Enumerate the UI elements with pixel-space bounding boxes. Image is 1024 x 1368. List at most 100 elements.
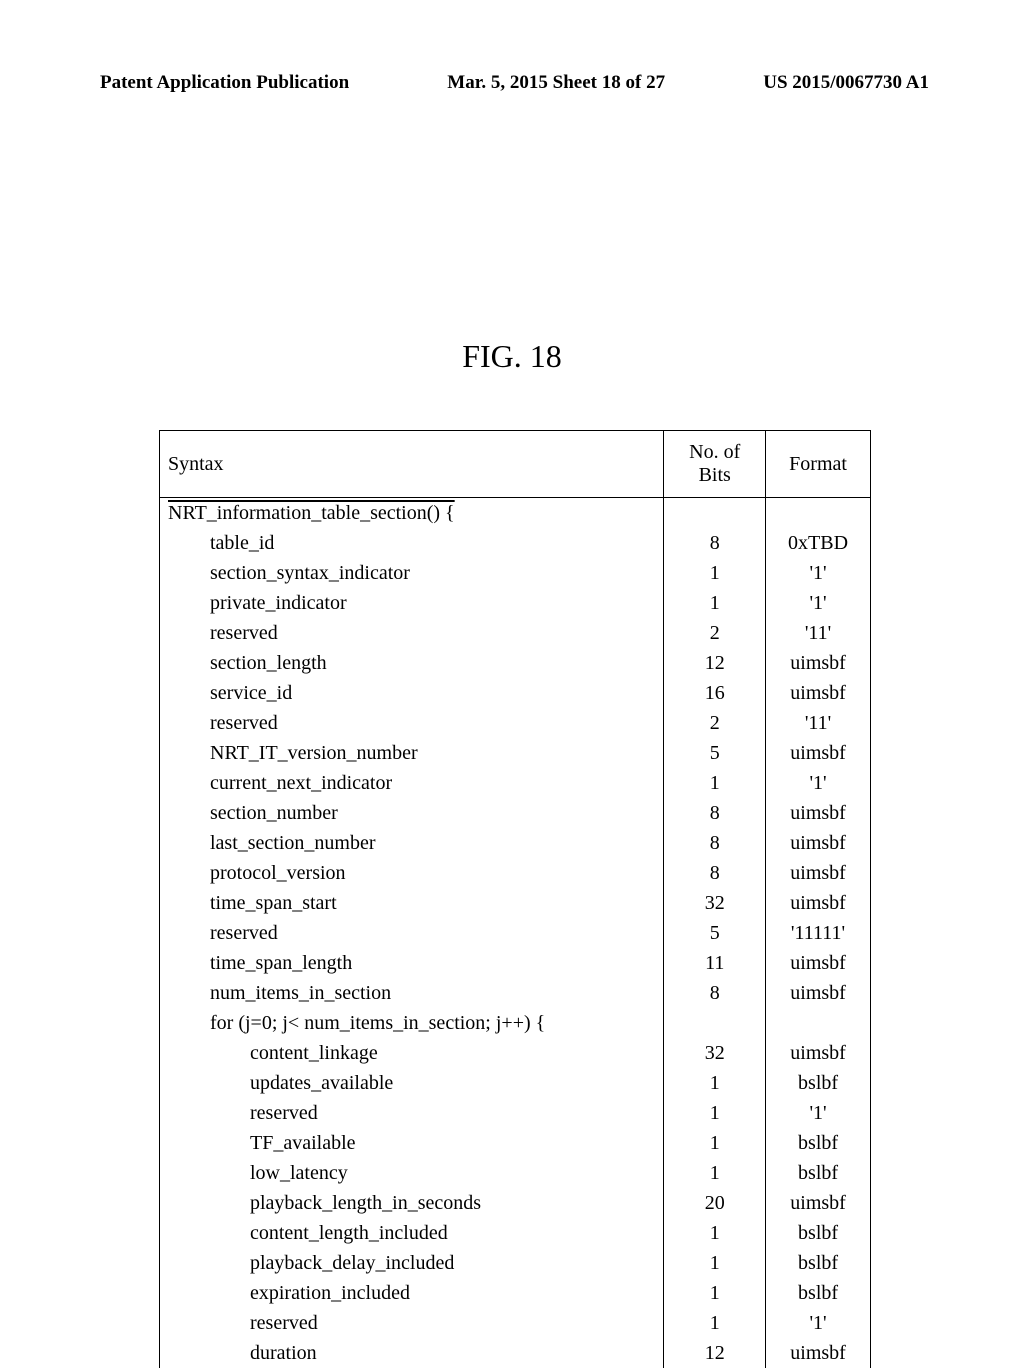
cell-bits: 8 [664, 528, 766, 558]
table-row: TF_available1bslbf [160, 1128, 871, 1158]
cell-bits: 1 [664, 1218, 766, 1248]
cell-syntax: protocol_version [160, 858, 664, 888]
cell-format: uimsbf [766, 858, 871, 888]
table-row: section_length12uimsbf [160, 648, 871, 678]
table-body: NRT_information_table_section() {table_i… [160, 498, 871, 1368]
cell-syntax: updates_available [160, 1068, 664, 1098]
cell-syntax: for (j=0; j< num_items_in_section; j++) … [160, 1008, 664, 1038]
table-row: content_linkage32uimsbf [160, 1038, 871, 1068]
cell-syntax: content_linkage [160, 1038, 664, 1068]
cell-format: uimsbf [766, 1338, 871, 1368]
cell-format: uimsbf [766, 1188, 871, 1218]
table-row: playback_length_in_seconds20uimsbf [160, 1188, 871, 1218]
figure-label: FIG. 18 [0, 338, 1024, 375]
table-header-row: Syntax No. of Bits Format [160, 431, 871, 498]
cell-format: uimsbf [766, 828, 871, 858]
header-format: Format [766, 431, 871, 498]
table-row: private_indicator1'1' [160, 588, 871, 618]
table-row: duration12uimsbf [160, 1338, 871, 1368]
cell-syntax: low_latency [160, 1158, 664, 1188]
cell-bits: 12 [664, 648, 766, 678]
cell-syntax: current_next_indicator [160, 768, 664, 798]
cell-syntax: NRT_IT_version_number [160, 738, 664, 768]
table-row: updates_available1bslbf [160, 1068, 871, 1098]
cell-format [766, 1008, 871, 1038]
cell-format [766, 498, 871, 529]
cell-format: bslbf [766, 1218, 871, 1248]
cell-format: uimsbf [766, 888, 871, 918]
page-header: Patent Application Publication Mar. 5, 2… [0, 72, 1024, 94]
cell-syntax: last_section_number [160, 828, 664, 858]
cell-syntax: expiration_included [160, 1278, 664, 1308]
cell-bits: 1 [664, 1158, 766, 1188]
table-row: reserved2'11' [160, 618, 871, 648]
table-row: playback_delay_included1bslbf [160, 1248, 871, 1278]
cell-format: uimsbf [766, 798, 871, 828]
cell-syntax: duration [160, 1338, 664, 1368]
cell-bits: 11 [664, 948, 766, 978]
cell-format: '1' [766, 768, 871, 798]
cell-syntax: num_items_in_section [160, 978, 664, 1008]
header-left: Patent Application Publication [100, 72, 349, 94]
cell-bits: 2 [664, 708, 766, 738]
cell-format: '11' [766, 618, 871, 648]
cell-syntax: reserved [160, 1308, 664, 1338]
table-row: protocol_version8uimsbf [160, 858, 871, 888]
cell-syntax: TF_available [160, 1128, 664, 1158]
cell-format: uimsbf [766, 738, 871, 768]
table-row: reserved1'1' [160, 1098, 871, 1128]
cell-format: '1' [766, 558, 871, 588]
cell-format: uimsbf [766, 648, 871, 678]
table-row: expiration_included1bslbf [160, 1278, 871, 1308]
cell-syntax: table_id [160, 528, 664, 558]
cell-bits: 8 [664, 798, 766, 828]
cell-bits: 16 [664, 678, 766, 708]
cell-syntax: time_span_length [160, 948, 664, 978]
cell-format: uimsbf [766, 678, 871, 708]
cell-format: uimsbf [766, 978, 871, 1008]
cell-bits: 1 [664, 768, 766, 798]
table-row: section_syntax_indicator1'1' [160, 558, 871, 588]
table-row: service_id16uimsbf [160, 678, 871, 708]
cell-syntax: reserved [160, 618, 664, 648]
cell-syntax: section_syntax_indicator [160, 558, 664, 588]
header-bits: No. of Bits [664, 431, 766, 498]
table-row: reserved1'1' [160, 1308, 871, 1338]
cell-syntax: NRT_information_table_section() { [160, 498, 664, 529]
cell-format: bslbf [766, 1128, 871, 1158]
cell-bits [664, 1008, 766, 1038]
header-right: US 2015/0067730 A1 [763, 72, 929, 94]
table-row: reserved2'11' [160, 708, 871, 738]
cell-syntax: service_id [160, 678, 664, 708]
table-row: low_latency1bslbf [160, 1158, 871, 1188]
cell-syntax: reserved [160, 1098, 664, 1128]
cell-format: 0xTBD [766, 528, 871, 558]
syntax-table: Syntax No. of Bits Format NRT_informatio… [159, 430, 871, 1368]
cell-syntax: reserved [160, 708, 664, 738]
cell-format: '1' [766, 1098, 871, 1128]
cell-bits: 8 [664, 978, 766, 1008]
cell-bits: 1 [664, 1068, 766, 1098]
table-row: last_section_number8uimsbf [160, 828, 871, 858]
cell-format: uimsbf [766, 948, 871, 978]
cell-syntax: content_length_included [160, 1218, 664, 1248]
cell-bits: 1 [664, 1248, 766, 1278]
cell-bits: 1 [664, 1128, 766, 1158]
table-row: NRT_information_table_section() { [160, 498, 871, 529]
cell-syntax: time_span_start [160, 888, 664, 918]
cell-bits: 8 [664, 858, 766, 888]
cell-bits: 2 [664, 618, 766, 648]
table-row: NRT_IT_version_number5uimsbf [160, 738, 871, 768]
cell-format: bslbf [766, 1068, 871, 1098]
cell-format: '1' [766, 1308, 871, 1338]
cell-format: '11' [766, 708, 871, 738]
cell-syntax: playback_length_in_seconds [160, 1188, 664, 1218]
cell-bits: 1 [664, 588, 766, 618]
table-row: content_length_included1bslbf [160, 1218, 871, 1248]
cell-syntax: section_number [160, 798, 664, 828]
cell-syntax: playback_delay_included [160, 1248, 664, 1278]
table-row: for (j=0; j< num_items_in_section; j++) … [160, 1008, 871, 1038]
cell-bits: 12 [664, 1338, 766, 1368]
table-row: section_number8uimsbf [160, 798, 871, 828]
table-row: num_items_in_section8uimsbf [160, 978, 871, 1008]
